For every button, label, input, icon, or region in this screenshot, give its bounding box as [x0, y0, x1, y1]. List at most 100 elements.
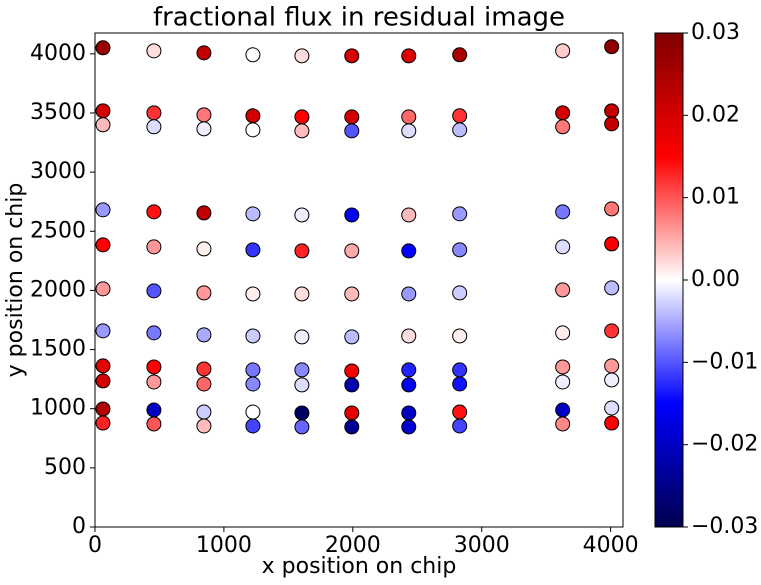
scatter-point	[245, 242, 261, 258]
scatter-point	[401, 123, 417, 139]
scatter-point	[555, 204, 571, 220]
scatter-point	[294, 123, 310, 139]
scatter-point	[196, 327, 212, 343]
scatter-point	[344, 329, 360, 345]
scatter-point	[245, 206, 261, 222]
x-tick-label: 3000	[454, 533, 510, 558]
scatter-point	[196, 121, 212, 137]
scatter-point	[452, 418, 468, 434]
x-axis-label: x position on chip	[262, 554, 457, 579]
scatter-point	[196, 418, 212, 434]
scatter-point	[555, 416, 571, 432]
scatter-point	[95, 415, 111, 431]
colorbar-tick-label: −0.02	[691, 432, 758, 457]
scatter-point	[401, 405, 417, 421]
scatter-point	[294, 377, 310, 393]
scatter-point	[95, 358, 111, 374]
scatter-point	[604, 400, 620, 416]
scatter-point	[146, 402, 162, 418]
x-tick-label: 1000	[196, 533, 252, 558]
y-tick-label: 0	[72, 514, 86, 539]
scatter-point	[344, 363, 360, 379]
scatter-point	[604, 415, 620, 431]
scatter-point	[604, 116, 620, 132]
scatter-point	[604, 372, 620, 388]
scatter-point	[146, 119, 162, 135]
scatter-point	[452, 404, 468, 420]
scatter-point	[294, 419, 310, 435]
scatter-point	[196, 404, 212, 420]
colorbar-tick-label: 0.02	[691, 102, 740, 127]
scatter-point	[555, 359, 571, 375]
scatter-point	[95, 323, 111, 339]
scatter-point	[452, 47, 468, 63]
scatter-point	[555, 43, 571, 59]
scatter-point	[294, 48, 310, 64]
scatter-point	[95, 103, 111, 119]
scatter-point	[146, 416, 162, 432]
scatter-point	[604, 201, 620, 217]
y-tick-label: 4000	[30, 41, 86, 66]
scatter-point	[401, 286, 417, 302]
scatter-point	[452, 122, 468, 138]
y-tick-label: 3000	[30, 159, 86, 184]
y-tick-label: 2500	[30, 218, 86, 243]
x-tick-label: 2000	[325, 533, 381, 558]
scatter-point	[245, 122, 261, 138]
scatter-point	[344, 405, 360, 421]
scatter-point	[401, 419, 417, 435]
scatter-point	[95, 117, 111, 133]
x-tick-label: 0	[88, 533, 102, 558]
scatter-point	[452, 108, 468, 124]
scatter-point	[401, 207, 417, 223]
scatter-point	[245, 47, 261, 63]
scatter-point	[196, 361, 212, 377]
scatter-point	[196, 205, 212, 221]
scatter-point	[245, 404, 261, 420]
scatter-point	[294, 286, 310, 302]
scatter-point	[146, 283, 162, 299]
scatter-point	[95, 40, 111, 56]
scatter-point	[604, 236, 620, 252]
scatter-point	[604, 323, 620, 339]
scatter-point	[604, 358, 620, 374]
scatter-point	[555, 119, 571, 135]
scatter-point	[146, 374, 162, 390]
y-tick-label: 1500	[30, 337, 86, 362]
y-tick-label: 1000	[30, 396, 86, 421]
scatter-point	[604, 103, 620, 119]
scatter-point	[196, 45, 212, 61]
scatter-point	[604, 39, 620, 55]
y-tick-label: 3500	[30, 100, 86, 125]
scatter-point	[245, 108, 261, 124]
scatter-point	[146, 105, 162, 121]
scatter-point	[196, 107, 212, 123]
scatter-point	[555, 325, 571, 341]
scatter-point	[452, 362, 468, 378]
scatter-point	[555, 282, 571, 298]
scatter-point	[555, 402, 571, 418]
scatter-point	[555, 105, 571, 121]
scatter-point	[344, 419, 360, 435]
colorbar-tick-label: −0.01	[691, 349, 758, 374]
scatter-point	[344, 243, 360, 259]
scatter-point	[294, 109, 310, 125]
scatter-point	[95, 237, 111, 253]
scatter-point	[146, 43, 162, 59]
x-tick-label: 4000	[583, 533, 639, 558]
y-tick-label: 2000	[30, 277, 86, 302]
scatter-point	[95, 401, 111, 417]
scatter-point	[245, 362, 261, 378]
scatter-point	[294, 207, 310, 223]
scatter-point	[196, 376, 212, 392]
scatter-point	[401, 362, 417, 378]
scatter-point	[452, 206, 468, 222]
scatter-point	[344, 377, 360, 393]
scatter-point	[294, 405, 310, 421]
scatter-point	[401, 328, 417, 344]
scatter-point	[452, 242, 468, 258]
scatter-point	[344, 123, 360, 139]
scatter-point	[555, 374, 571, 390]
scatter-point	[95, 281, 111, 297]
scatter-point	[95, 202, 111, 218]
